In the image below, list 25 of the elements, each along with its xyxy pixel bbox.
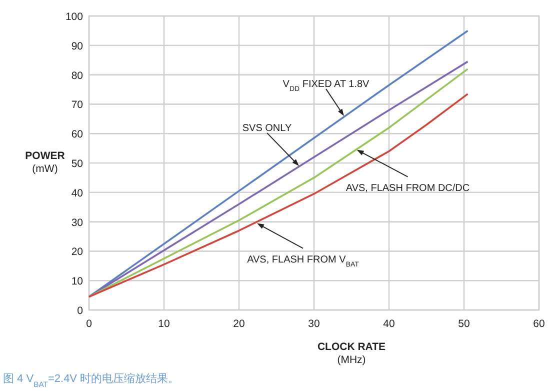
y-tick-label: 0	[77, 305, 84, 317]
y-tick-label: 90	[71, 40, 84, 52]
y-tick-label: 60	[71, 128, 84, 141]
caption: 图 4 V$_{BAT}$=2.4V 时的电压缩放结果。	[3, 372, 180, 388]
x-tick-label: 50	[458, 318, 470, 330]
y-tick-label: 80	[71, 70, 84, 82]
annotation: V$_{DD}$ FIXED AT 1.8V	[282, 78, 370, 92]
x-tick-label: 10	[158, 318, 170, 330]
annotation: AVS, FLASH FROM V$_{BAT}$	[247, 254, 360, 268]
x-tick-label: 40	[383, 318, 395, 330]
y-tick-label: 30	[71, 216, 84, 229]
x-tick-label: 20	[233, 318, 245, 330]
x-tick-label: 30	[308, 318, 320, 330]
y-tick-label: 70	[71, 99, 84, 112]
y-tick-label: 100	[65, 11, 84, 23]
annotation: AVS, FLASH FROM DC/DC	[346, 182, 470, 194]
x-tick-label: 60	[533, 318, 545, 330]
y-axis-title: POWER (mW)	[25, 150, 66, 175]
annotation: SVS ONLY	[242, 122, 292, 134]
x-axis-title: CLOCK RATE (MHz)	[317, 341, 386, 366]
y-tick-label: 20	[71, 246, 84, 258]
y-tick-label: 40	[71, 187, 84, 200]
y-tick-label: 10	[71, 276, 84, 288]
y-tick-label: 50	[71, 158, 84, 170]
x-tick-label: 0	[86, 318, 92, 330]
